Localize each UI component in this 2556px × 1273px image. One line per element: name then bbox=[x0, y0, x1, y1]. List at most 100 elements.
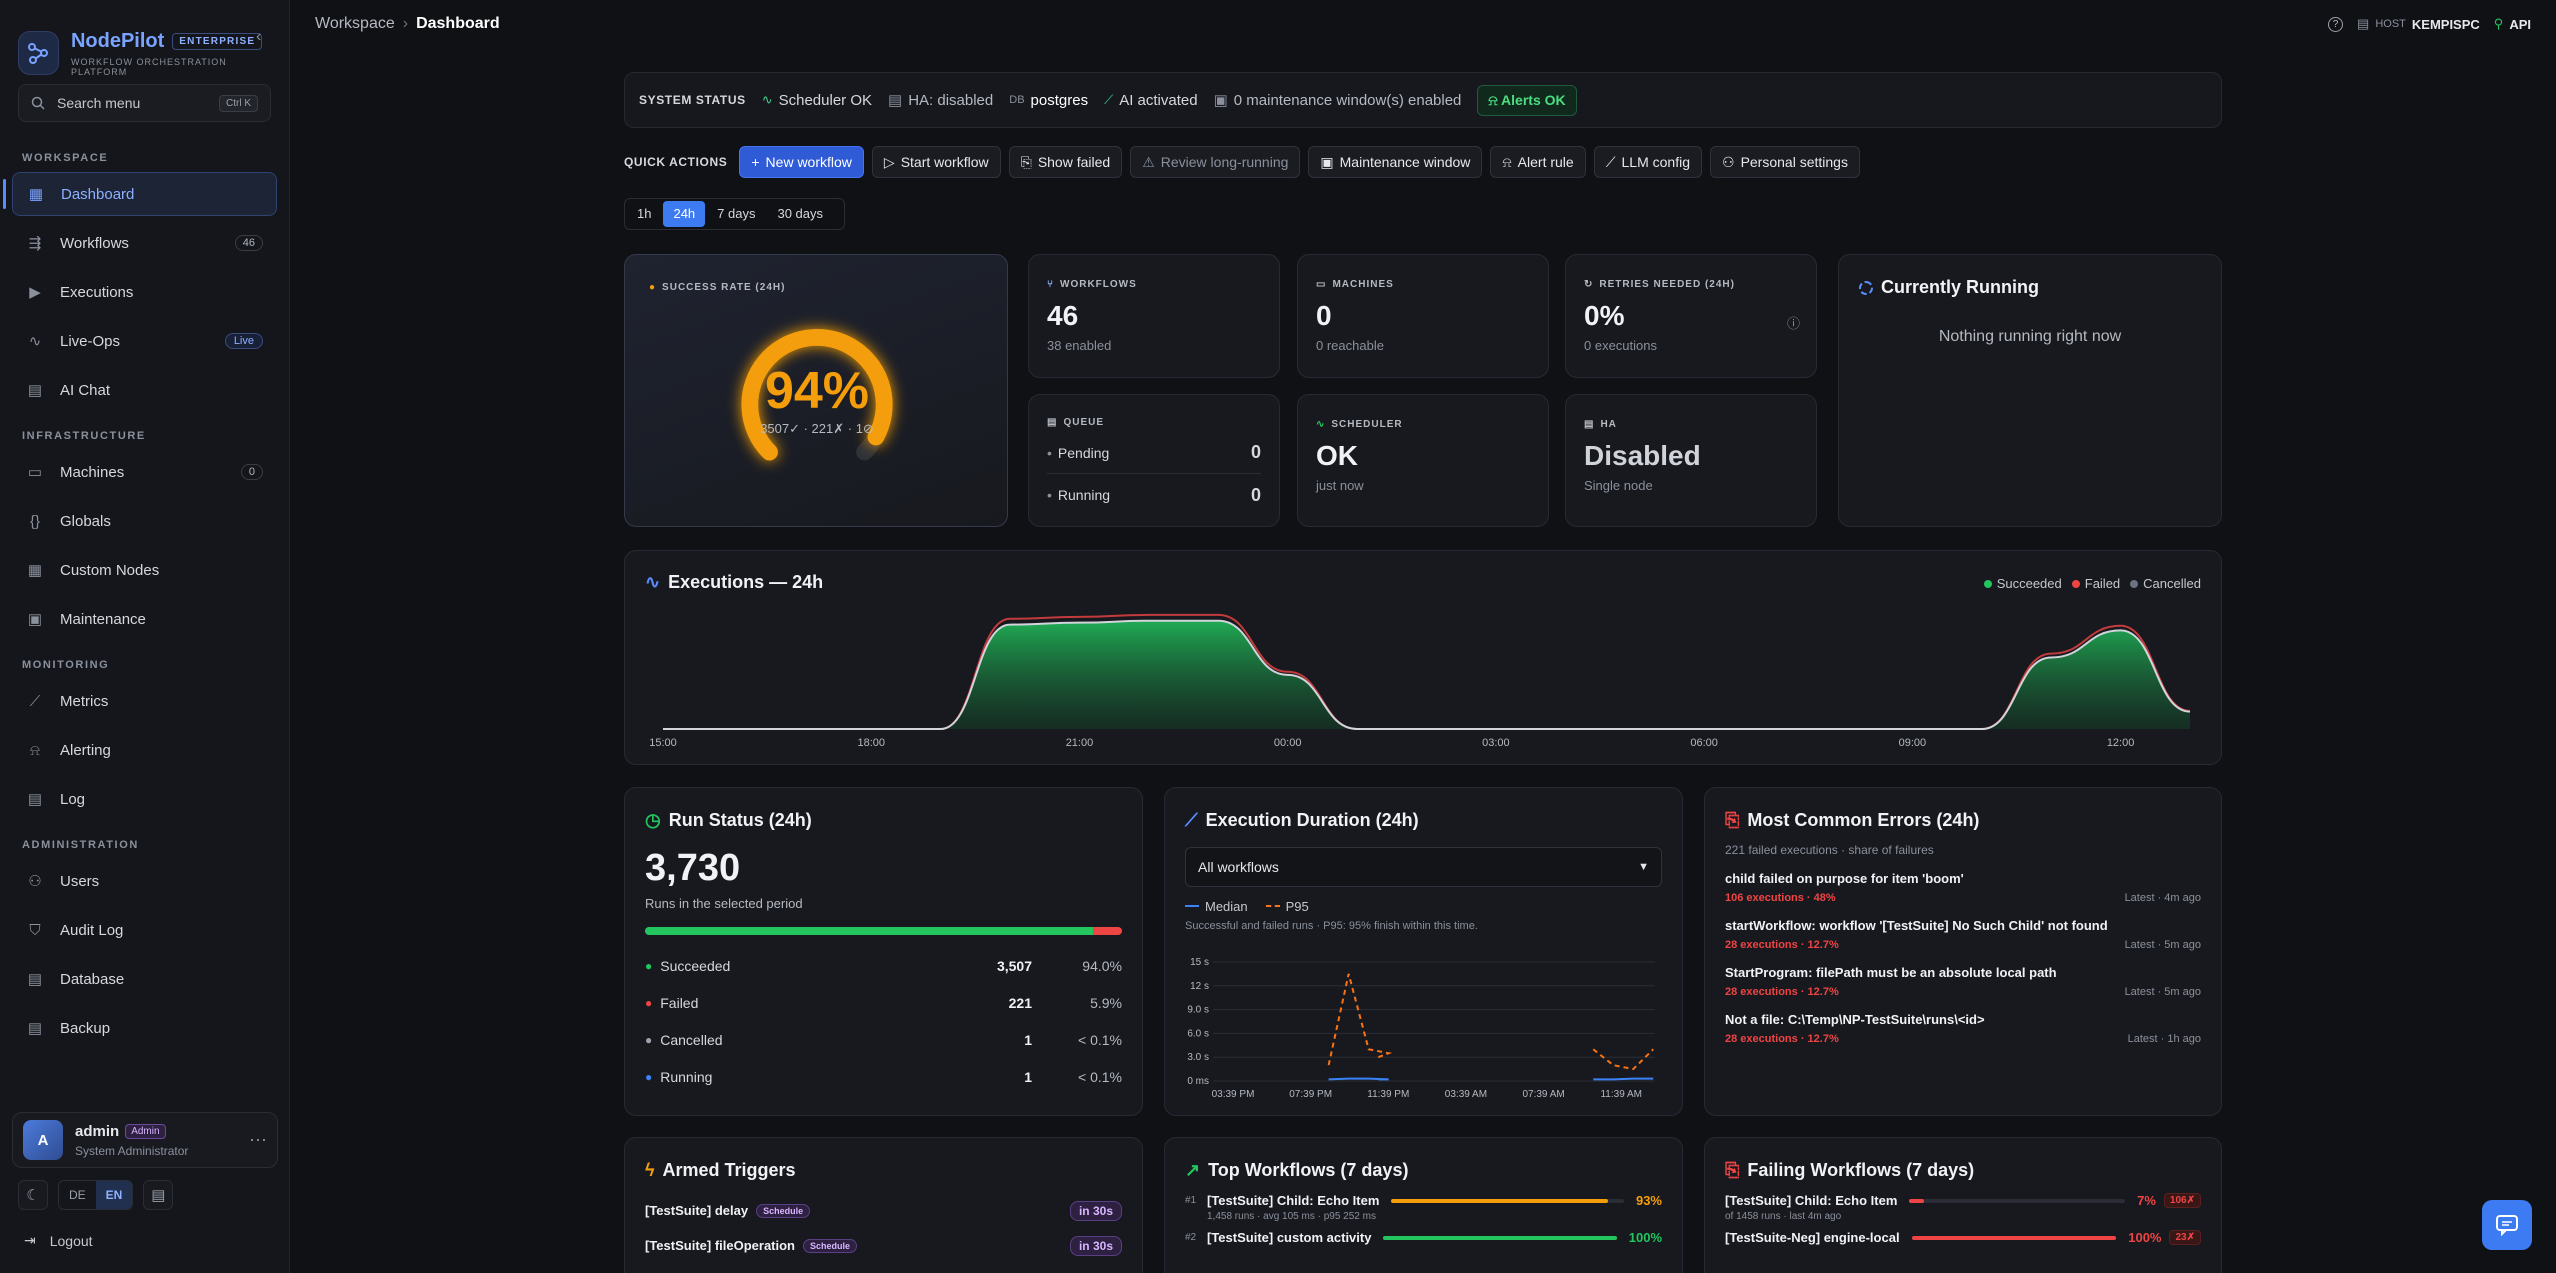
trigger-row[interactable]: [TestSuite] delay Schedule in 30s bbox=[645, 1193, 1122, 1228]
error-item[interactable]: Not a file: C:\Temp\NP-TestSuite\runs\<i… bbox=[1725, 1012, 2201, 1045]
sidebar-item-metrics[interactable]: ⟋ Metrics bbox=[12, 679, 277, 723]
run-status-total: 3,730 bbox=[645, 847, 741, 889]
lang-de[interactable]: DE bbox=[69, 1188, 86, 1202]
executions-24h-title: ∿ Executions — 24h bbox=[645, 572, 823, 593]
machines-kpi-card[interactable]: ▭ MACHINES 0 0 reachable bbox=[1297, 254, 1549, 378]
workflows-kpi-card[interactable]: ⑂ WORKFLOWS 46 38 enabled bbox=[1028, 254, 1280, 378]
retries-kpi-card[interactable]: ↻ RETRIES NEEDED (24H) 0% 0 executions ⓘ bbox=[1565, 254, 1817, 378]
sidebar-item-workflows[interactable]: ⇶ Workflows 46 bbox=[12, 221, 277, 265]
duration-line-chart: 0 ms 3.0 s 6.0 s 9.0 s 12 s 15 s 03:39 PM 07:39… bbox=[1187, 957, 1655, 1100]
ha-kpi-card[interactable]: ▤ HA Disabled Single node bbox=[1565, 394, 1817, 527]
sidebar-item-dashboard[interactable]: ▦ Dashboard bbox=[3, 172, 277, 216]
range-7d[interactable]: 7 days bbox=[717, 206, 756, 221]
legend-cancelled-dot bbox=[2130, 580, 2139, 588]
personal-settings-button[interactable]: ⚇ Personal settings bbox=[1710, 146, 1860, 178]
search-icon bbox=[31, 96, 45, 110]
sidebar-item-maintenance[interactable]: ▣ Maintenance bbox=[12, 597, 277, 641]
start-workflow-button[interactable]: ▷ Start workflow bbox=[871, 146, 1001, 178]
spinner-icon bbox=[1859, 280, 1873, 295]
failing-workflow-bar-fill bbox=[1909, 1198, 1925, 1203]
y-tick-label: 9.0 s bbox=[1187, 1005, 1209, 1016]
error-latest: Latest · 5m ago bbox=[2124, 939, 2201, 951]
chat-icon bbox=[2496, 1215, 2518, 1236]
y-tick-label: 15 s bbox=[1190, 957, 1209, 968]
new-workflow-button[interactable]: + New workflow bbox=[739, 146, 864, 178]
sidebar-item-ai-chat[interactable]: ▤ AI Chat bbox=[12, 368, 277, 412]
sidebar-item-machines[interactable]: ▭ Machines 0 bbox=[12, 450, 277, 494]
sidebar-item-backup[interactable]: ▤ Backup bbox=[12, 1006, 277, 1050]
server-icon: ▤ bbox=[2357, 16, 2370, 31]
success-rate-card[interactable]: ● SUCCESS RATE (24H) 94% 3507✓ · 221✗ · 1… bbox=[624, 254, 1008, 527]
sidebar-item-executions[interactable]: ▶ Executions bbox=[12, 270, 277, 314]
maintenance-window-button[interactable]: ▣ Maintenance window bbox=[1308, 146, 1483, 178]
logout-link[interactable]: ⇥ Logout bbox=[24, 1232, 93, 1249]
run-status-bar bbox=[645, 927, 1122, 935]
run-status-card: ◷ Run Status (24h) 3,730 Runs in the sele… bbox=[624, 787, 1143, 1116]
sidebar-item-custom-nodes[interactable]: ▦ Custom Nodes bbox=[12, 548, 277, 592]
search-input[interactable]: Search menu Ctrl K bbox=[18, 84, 271, 122]
more-icon[interactable]: ⋯ bbox=[249, 1129, 267, 1150]
sidebar-item-label: Live-Ops bbox=[60, 332, 121, 350]
retries-kpi-label: ↻ RETRIES NEEDED (24H) bbox=[1584, 279, 1798, 290]
top-workflow-meta: 1,458 runs · avg 105 ms · p95 252 ms bbox=[1207, 1211, 1376, 1222]
sidebar-item-log[interactable]: ▤ Log bbox=[12, 777, 277, 821]
top-workflow-row[interactable]: #2 [TestSuite] custom activity 100% bbox=[1185, 1230, 1662, 1245]
sidebar-item-audit-log[interactable]: ⛉ Audit Log bbox=[12, 908, 277, 952]
alert-rule-button[interactable]: ⍾ Alert rule bbox=[1490, 146, 1586, 178]
legend-p95-text: P95 bbox=[1285, 899, 1309, 914]
error-count: 28 executions · 12.7% bbox=[1725, 1033, 1839, 1045]
executions-area-chart: 15:00 18:00 21:00 00:00 03:00 06:00 09:00 12:00 bbox=[649, 613, 2191, 749]
error-item[interactable]: startWorkflow: workflow '[TestSuite] No … bbox=[1725, 918, 2201, 951]
db-status: DB postgres bbox=[1009, 92, 1088, 109]
bell-icon: ⍾ bbox=[30, 741, 40, 759]
top-workflow-row[interactable]: #1 [TestSuite] Child: Echo Item 93% 1,458 r… bbox=[1185, 1193, 1662, 1222]
failing-workflow-pct: 100% bbox=[2128, 1230, 2162, 1245]
currently-running-title-text: Currently Running bbox=[1881, 277, 2039, 297]
x-tick-label: 12:00 bbox=[2107, 737, 2135, 749]
failing-workflow-row[interactable]: [TestSuite-Neg] engine-local 100% 23✗ bbox=[1725, 1230, 2201, 1245]
workflow-select[interactable]: All workflows ▼ bbox=[1185, 847, 1662, 887]
status-dot-icon: ● bbox=[645, 1032, 653, 1047]
user-name: admin bbox=[75, 1122, 120, 1140]
help-icon[interactable]: ? bbox=[2328, 16, 2344, 32]
calendar-icon: ▣ bbox=[27, 611, 43, 628]
queue-kpi-card[interactable]: ▤ QUEUE • Pending 0 • Running 0 bbox=[1028, 394, 1280, 527]
breadcrumb-root[interactable]: Workspace bbox=[315, 15, 395, 32]
chat-fab-button[interactable] bbox=[2482, 1200, 2532, 1250]
calendar-icon: ▣ bbox=[1320, 153, 1334, 170]
collapse-sidebar-icon[interactable]: ‹ bbox=[256, 28, 262, 45]
sidebar-item-database[interactable]: ▤ Database bbox=[12, 957, 277, 1001]
sidebar: NodePilot ENTERPRISE WORKFLOW ORCHESTRATI… bbox=[0, 0, 290, 1273]
info-icon[interactable]: ⓘ bbox=[1786, 316, 1800, 331]
sidebar-item-alerting[interactable]: ⍾ Alerting bbox=[12, 728, 277, 772]
scheduler-kpi-card[interactable]: ∿ SCHEDULER OK just now bbox=[1297, 394, 1549, 527]
show-failed-button[interactable]: ⎘ Show failed bbox=[1008, 146, 1123, 178]
theme-toggle-moon-icon[interactable]: ☾ bbox=[18, 1180, 48, 1210]
sidebar-item-live-ops[interactable]: ∿ Live-Ops Live bbox=[12, 319, 277, 363]
common-errors-title-text: Most Common Errors (24h) bbox=[1747, 810, 1980, 830]
x-tick-label: 03:39 PM bbox=[1212, 1089, 1255, 1100]
review-long-running-button[interactable]: ⚠ Review long-running bbox=[1130, 146, 1301, 178]
user-card[interactable]: A admin Admin System Administrator ⋯ bbox=[12, 1112, 278, 1168]
retries-kpi-sub: 0 executions bbox=[1584, 338, 1657, 353]
queue-running-row: • Running 0 bbox=[1047, 484, 1261, 506]
lang-en[interactable]: EN bbox=[95, 1181, 133, 1209]
error-item[interactable]: child failed on purpose for item 'boom' 1… bbox=[1725, 871, 2201, 904]
failing-workflow-row[interactable]: [TestSuite] Child: Echo Item 7% 106✗ of 145… bbox=[1725, 1193, 2201, 1222]
sidebar-item-globals[interactable]: {} Globals bbox=[12, 499, 277, 543]
trigger-row[interactable]: [TestSuite] fileOperation Schedule in 30s bbox=[645, 1228, 1122, 1263]
quick-actions: QUICK ACTIONS + New workflow ▷ Start workf… bbox=[624, 146, 2222, 178]
range-30d[interactable]: 30 days bbox=[777, 206, 824, 221]
range-24h[interactable]: 24h bbox=[663, 201, 706, 227]
alerts-ok-badge[interactable]: ⍾ Alerts OK bbox=[1477, 84, 1577, 116]
ha-status-text: HA: disabled bbox=[908, 91, 994, 109]
file-x-icon: ⎘ bbox=[1725, 810, 1740, 830]
llm-config-button[interactable]: ⟋ LLM config bbox=[1593, 146, 1702, 178]
range-1h[interactable]: 1h bbox=[637, 206, 652, 221]
clipboard-icon[interactable]: ▤ bbox=[143, 1180, 174, 1210]
workflows-kpi-value: 46 bbox=[1047, 300, 1079, 331]
brand[interactable]: NodePilot ENTERPRISE WORKFLOW ORCHESTRATI… bbox=[0, 0, 289, 84]
calendar-icon: ▣ bbox=[1213, 92, 1228, 109]
error-item[interactable]: StartProgram: filePath must be an absolu… bbox=[1725, 965, 2201, 998]
sidebar-item-users[interactable]: ⚇ Users bbox=[12, 859, 277, 903]
